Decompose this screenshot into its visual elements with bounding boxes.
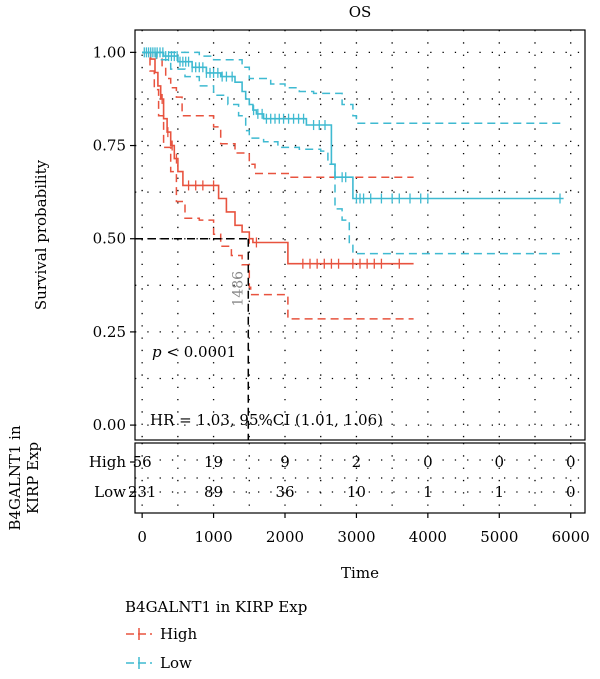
- median-survival-marker: 1486: [135, 237, 250, 440]
- risk-count: 0: [566, 453, 576, 471]
- risk-row-label: High: [89, 453, 126, 471]
- legend: High Low: [126, 625, 197, 672]
- risk-count: 10: [347, 483, 366, 501]
- risk-count: 9: [280, 453, 290, 471]
- risk-count: 1: [423, 483, 433, 501]
- x-tick-label: 5000: [480, 528, 518, 546]
- risk-table-grid: [135, 443, 585, 513]
- risk-count: 56: [133, 453, 152, 471]
- survival-curves: [142, 47, 564, 320]
- chart-title: OS: [349, 3, 372, 21]
- risk-table-title-line-1: B4GALNT1 in: [6, 425, 24, 531]
- high-ci-lower: [142, 51, 414, 320]
- risk-count: 0: [566, 483, 576, 501]
- hazard-ratio-annotation: HR = 1.03, 95%CI (1.01, 1.06): [150, 411, 383, 429]
- x-axis: 0 1000 2000 3000 4000 5000 6000: [137, 513, 590, 546]
- y-axis: 0.00 0.25 0.50 0.75 1.00: [93, 43, 135, 434]
- x-tick-label: 6000: [552, 528, 590, 546]
- risk-count: 0: [495, 453, 505, 471]
- x-axis-label: Time: [341, 564, 379, 582]
- risk-count: 36: [275, 483, 294, 501]
- x-tick-label: 4000: [409, 528, 447, 546]
- high-legend-label: High: [160, 625, 197, 643]
- low-ci-lower: [142, 51, 564, 255]
- high-survival-curve: [142, 51, 414, 265]
- legend-title: B4GALNT1 in KIRP Exp: [125, 598, 307, 616]
- risk-row-label: Low: [94, 483, 126, 501]
- x-tick-label: 2000: [266, 528, 304, 546]
- y-tick-label: 0.75: [93, 137, 126, 155]
- high-ci-upper: [142, 51, 414, 178]
- low-ci-upper: [142, 51, 564, 124]
- y-tick-label: 0.50: [93, 230, 126, 248]
- risk-table-title-line-2: KIRP Exp: [24, 442, 42, 514]
- risk-count: 1: [495, 483, 505, 501]
- plot-frame: [134, 29, 586, 441]
- risk-count: 0: [423, 453, 433, 471]
- risk-count: 19: [204, 453, 223, 471]
- y-tick-label: 0.00: [93, 416, 126, 434]
- x-tick-label: 1000: [194, 528, 232, 546]
- y-tick-label: 0.25: [93, 323, 126, 341]
- p-value: < 0.0001: [162, 343, 237, 361]
- low-legend-label: Low: [160, 654, 192, 672]
- p-value-annotation: p < 0.0001: [152, 343, 236, 361]
- risk-count: 2: [352, 453, 362, 471]
- x-tick-label: 3000: [337, 528, 375, 546]
- median-time-label: 1486: [230, 271, 246, 307]
- risk-count: 89: [204, 483, 223, 501]
- low-survival-curve: [142, 51, 564, 200]
- x-tick-label: 0: [137, 528, 147, 546]
- y-axis-label: Survival probability: [32, 159, 50, 310]
- p-label: p: [152, 343, 162, 361]
- y-tick-label: 1.00: [93, 43, 126, 61]
- grid: [135, 30, 585, 440]
- risk-count: 231: [128, 483, 157, 501]
